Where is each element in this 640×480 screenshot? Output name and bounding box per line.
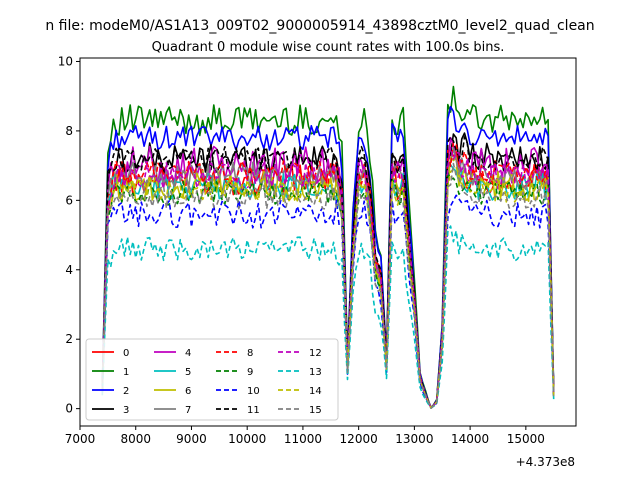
legend-label-10: 10 [247,386,260,397]
series-line-13 [101,225,555,409]
x-tick-label: 15000 [507,432,545,446]
series-line-2 [101,105,555,409]
x-tick-label: 7000 [65,432,96,446]
legend-frame [85,338,339,421]
x-tick-label: 11000 [284,432,322,446]
series-layer [101,85,555,409]
legend-label-6: 6 [185,386,191,397]
legend-label-7: 7 [185,405,191,416]
x-tick-label: 12000 [340,432,378,446]
series-line-15 [101,162,555,409]
axes-frame [79,57,577,427]
legend-label-9: 9 [247,367,253,378]
legend-label-13: 13 [309,367,322,378]
chart-title: Quadrant 0 module wise count rates with … [152,40,505,55]
y-tick-label: 6 [65,193,73,207]
x-tick-label: 10000 [228,432,266,446]
series-line-9 [101,171,555,409]
figure-suptitle: n file: modeM0/AS1A13_009T02_9000005914_… [45,18,594,34]
legend-label-1: 1 [123,367,129,378]
series-line-11 [101,135,555,409]
legend-label-8: 8 [247,348,253,359]
y-tick-label: 4 [65,263,73,277]
legend-label-2: 2 [123,386,129,397]
series-line-7 [101,147,555,409]
x-tick-label: 9000 [176,432,207,446]
y-tick-label: 2 [65,332,73,346]
legend-label-12: 12 [309,348,322,359]
x-tick-label: 8000 [120,432,151,446]
series-line-1 [101,85,555,409]
plot-area: 7000 8000 9000 10000 11000 12000 13000 14000 150… [58,54,577,469]
x-offset-label: +4.373e8 [516,455,575,469]
y-tick-label: 8 [65,124,73,138]
legend-label-14: 14 [309,386,322,397]
y-axis: 0 2 4 6 8 10 [58,54,80,416]
legend-label-15: 15 [309,405,322,416]
x-axis: 7000 8000 9000 10000 11000 12000 13000 14000 150… [65,426,545,446]
legend-label-5: 5 [185,367,191,378]
x-tick-label: 13000 [395,432,433,446]
legend-label-3: 3 [123,405,129,416]
y-tick-label: 0 [65,402,73,416]
legend-label-11: 11 [247,405,260,416]
legend-label-0: 0 [123,348,129,359]
series-line-10 [101,194,555,409]
legend-label-4: 4 [185,348,191,359]
y-tick-label: 10 [58,54,73,68]
series-line-12 [101,146,555,409]
series-line-3 [101,132,555,409]
x-tick-label: 14000 [451,432,489,446]
